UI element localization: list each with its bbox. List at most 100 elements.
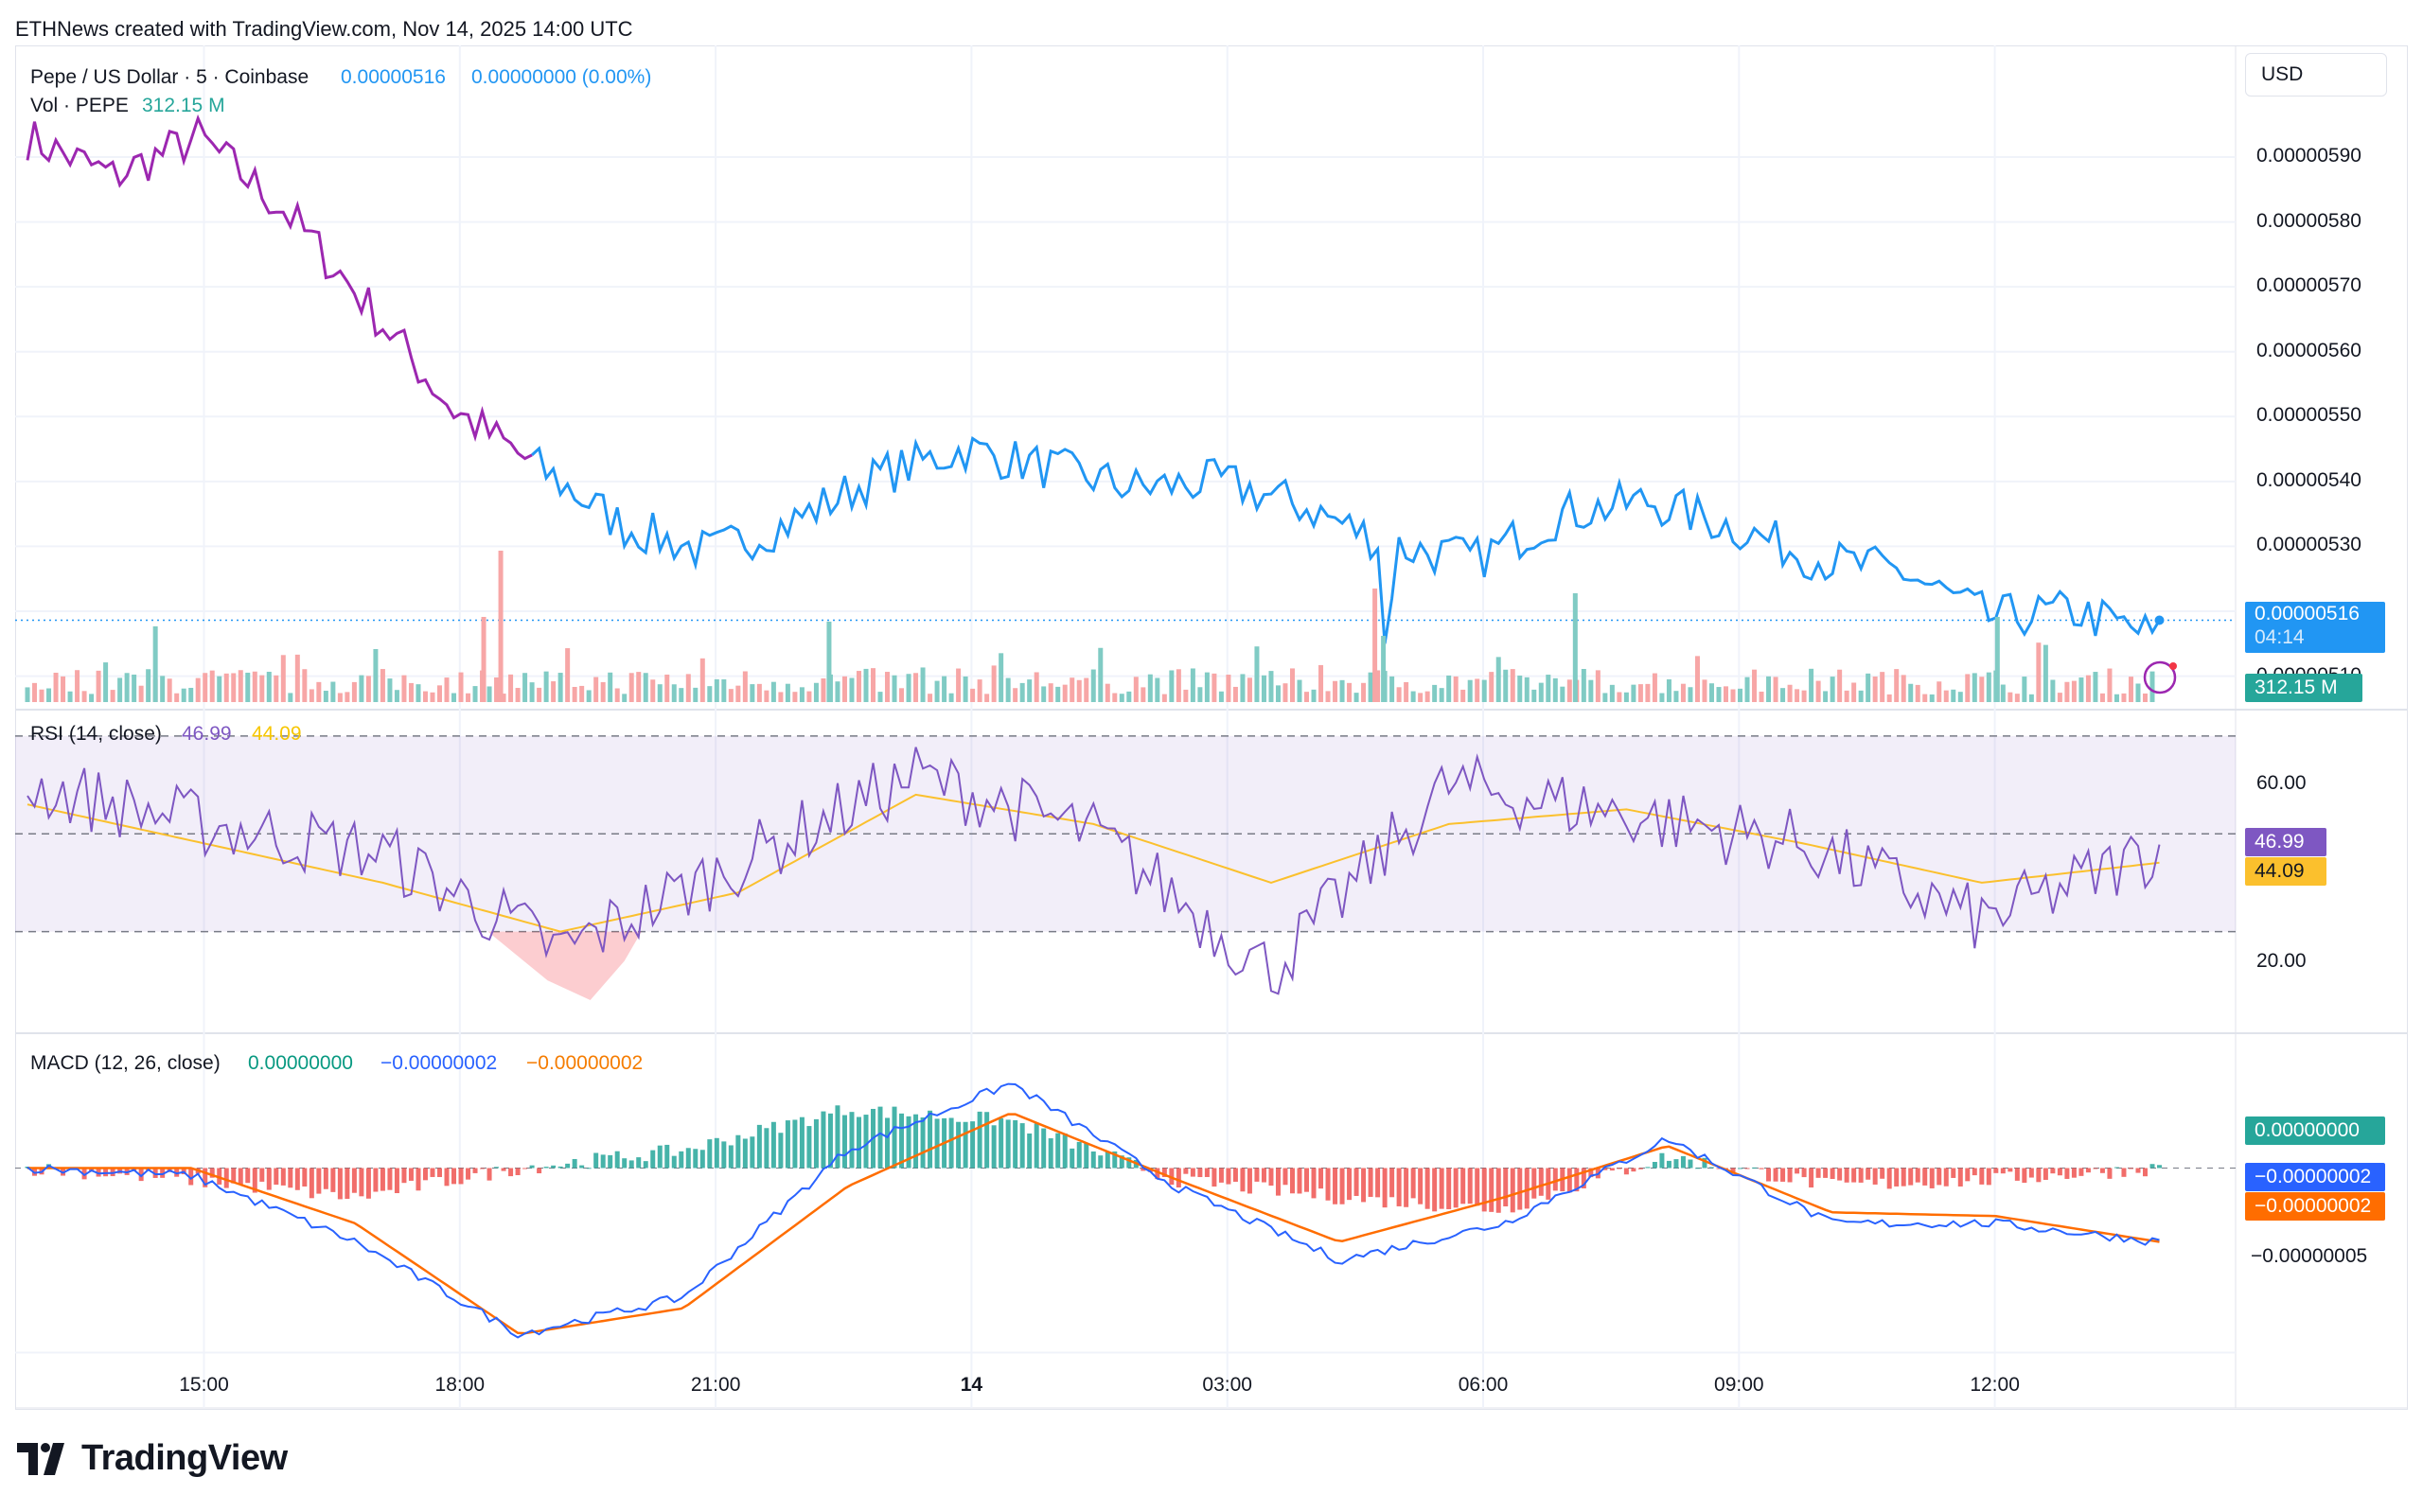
volume-bar (1837, 669, 1843, 702)
volume-bar (1495, 657, 1501, 702)
volume-bar (110, 690, 115, 702)
volume-bar (856, 671, 861, 702)
volume-bar (614, 688, 620, 702)
macd-histogram-bar (999, 1117, 1004, 1169)
macd-histogram-bar (1418, 1168, 1424, 1204)
macd-histogram-bar (458, 1168, 464, 1185)
volume-bar (1752, 669, 1758, 702)
rsi-oversold-fill (487, 931, 642, 1000)
rsi-legend-label[interactable]: RSI (14, close) (30, 723, 162, 745)
macd-histogram-bar (1489, 1168, 1494, 1212)
volume-bar-spike (481, 617, 486, 702)
macd-histogram-bar (1176, 1168, 1181, 1188)
time-axis-tick: 18:00 (434, 1374, 486, 1396)
macd-histogram-bar (1034, 1123, 1039, 1169)
macd-scale-neg5: −0.00000005 (2251, 1245, 2368, 1267)
macd-histogram-bar (2099, 1168, 2105, 1173)
volume-bar (1538, 682, 1544, 702)
volume-legend-label[interactable]: Vol · PEPE (30, 95, 129, 116)
macd-histogram-bar (2078, 1168, 2084, 1176)
volume-bar (1830, 677, 1835, 702)
chart-frame[interactable] (15, 45, 2408, 1410)
volume-bar (1844, 690, 1849, 702)
macd-histogram-bar (1659, 1152, 1665, 1169)
volume-bar (422, 691, 428, 702)
volume-bar (1552, 677, 1558, 702)
tradingview-logo[interactable]: TradingView (17, 1438, 288, 1479)
macd-histogram-bar (2000, 1168, 2006, 1174)
macd-histogram-bar (1311, 1168, 1317, 1199)
volume-bar (1823, 691, 1829, 702)
macd-histogram-bar (827, 1113, 833, 1169)
macd-histogram-bar (188, 1168, 194, 1186)
volume-bar (1901, 675, 1906, 702)
volume-bar (970, 688, 976, 702)
macd-histogram-bar (742, 1138, 748, 1169)
macd-histogram-bar (1688, 1159, 1693, 1169)
alert-icon-dot (2169, 662, 2177, 670)
macd-histogram-bar (1098, 1155, 1104, 1169)
volume-bar (948, 693, 954, 702)
volume-bar (721, 679, 727, 702)
volume-bar (1076, 679, 1082, 702)
volume-bar (458, 672, 464, 702)
volume-bar (1176, 669, 1181, 702)
volume-bar (906, 674, 911, 702)
macd-histogram-bar (1297, 1168, 1302, 1194)
last-price-tag-value: 0.00000516 (2255, 603, 2360, 624)
volume-bar (1531, 689, 1537, 702)
macd-histogram-bar (472, 1168, 478, 1173)
macd-histogram-bar (1432, 1168, 1438, 1212)
volume-bar (1965, 674, 1971, 702)
volume-bar (223, 673, 229, 702)
macd-histogram-bar (1517, 1168, 1523, 1210)
volume-bar (999, 653, 1004, 702)
volume-bar (2142, 693, 2148, 702)
volume-bar (664, 674, 670, 702)
macd-signal-legend-value: −0.00000002 (526, 1052, 644, 1074)
macd-histogram-bar (1531, 1168, 1537, 1199)
macd-histogram-bar (2121, 1168, 2127, 1177)
macd-histogram-bar (1019, 1123, 1025, 1169)
volume-bar (1510, 669, 1515, 702)
macd-histogram-bar (1943, 1168, 1949, 1187)
volume-bar (1105, 683, 1110, 702)
volume-bar (835, 681, 840, 702)
macd-signal-tag: −0.00000002 (2245, 1192, 2385, 1221)
macd-histogram-bar (252, 1168, 257, 1193)
volume-bar (551, 681, 557, 702)
currency-button[interactable]: USD (2245, 53, 2387, 97)
macd-legend-label[interactable]: MACD (12, 26, close) (30, 1052, 221, 1074)
macd-histogram-bar (1247, 1168, 1252, 1194)
volume-bar (1815, 680, 1821, 702)
macd-histogram-bar (436, 1168, 442, 1177)
volume-bar (1254, 646, 1260, 702)
volume-legend-value: 312.15 M (142, 95, 225, 116)
macd-histogram-bar (685, 1148, 691, 1169)
volume-bar (89, 694, 95, 702)
volume-bar (1801, 690, 1807, 702)
price-change-legend: 0.00000000 (0.00%) (471, 66, 652, 88)
macd-histogram-bar (1048, 1138, 1053, 1169)
macd-histogram-bar (1375, 1168, 1381, 1198)
volume-bar (351, 681, 357, 702)
macd-histogram-bar (1652, 1162, 1657, 1169)
rsi-line (27, 747, 2161, 995)
macd-histogram-bar (81, 1168, 87, 1180)
macd-histogram-bar (1460, 1168, 1466, 1204)
volume-bar-spike (1372, 589, 1378, 702)
volume-bar-spike (1572, 593, 1578, 702)
macd-histogram-bar (266, 1168, 272, 1190)
macd-histogram-bar (2043, 1168, 2048, 1180)
volume-bar (1809, 668, 1814, 702)
symbol-title[interactable]: Pepe / US Dollar · 5 · Coinbase (30, 66, 310, 88)
volume-bar (252, 671, 257, 702)
macd-histogram-bar (1204, 1168, 1210, 1177)
macd-histogram-bar (1858, 1168, 1864, 1183)
macd-histogram-bar (1453, 1168, 1459, 1208)
volume-bar (288, 693, 293, 702)
volume-bar (1333, 680, 1338, 702)
macd-histogram-bar (764, 1128, 769, 1169)
macd-histogram-bar (1801, 1168, 1807, 1178)
